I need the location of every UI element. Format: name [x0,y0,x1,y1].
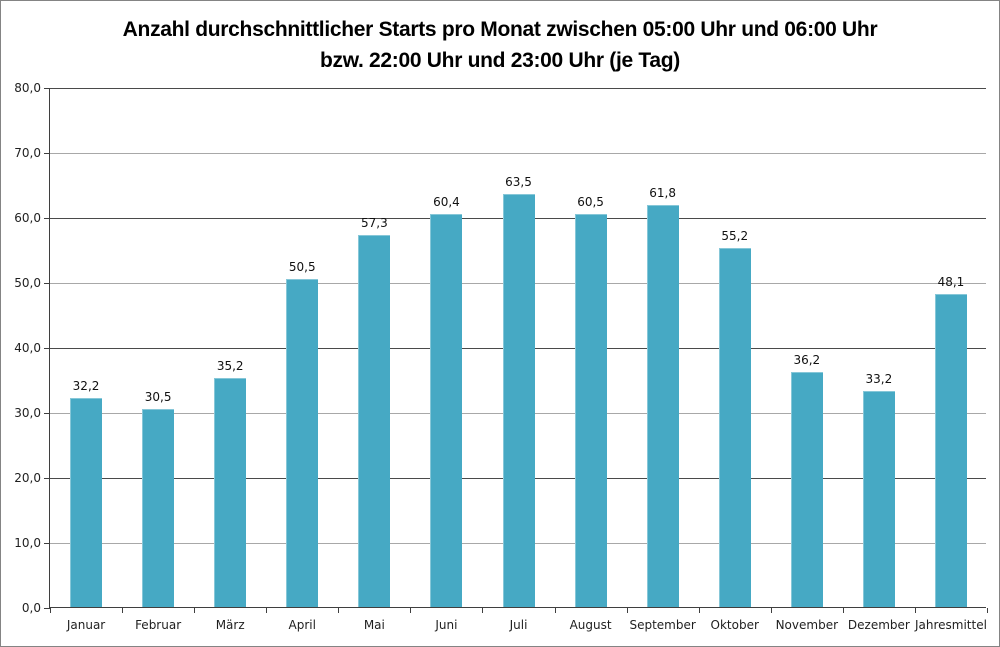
x-axis-tick [698,608,700,613]
x-tick-label: Oktober [710,618,759,632]
bar-value-label: 33,2 [865,372,893,387]
chart-title-line-1: Anzahl durchschnittlicher Starts pro Mon… [122,18,878,41]
bar-value-label: 57,3 [360,215,388,230]
x-tick-label: Januar [66,618,106,632]
bar-value-label: 55,2 [721,229,749,244]
x-tick-label: September [629,618,696,632]
x-axis-tick [410,608,412,613]
bar-value-label: 61,8 [649,186,676,201]
x-tick-label: Dezember [847,618,910,632]
y-tick-label: 60,0 [14,211,41,225]
x-axis-tick [626,608,628,613]
bar-value-label: 60,4 [433,195,460,210]
x-axis-tick [50,608,51,613]
chart-title-line-2: bzw. 22:00 Uhr und 23:00 Uhr (je Tag) [320,49,680,72]
y-axis-tick [44,608,50,609]
bar [862,391,895,607]
x-tick-label: Mai [363,618,385,632]
x-axis-tick [482,608,484,613]
x-axis-tick [194,608,196,613]
bar [790,371,823,607]
bar [142,408,175,607]
bar [214,378,247,607]
x-tick-label: Jahresmittel [914,618,987,632]
y-axis-tick [44,88,50,89]
chart-title: Anzahl durchschnittlicher Starts pro Mon… [1,14,999,76]
y-tick-label: 50,0 [14,276,41,290]
y-tick-label: 80,0 [14,81,41,95]
bar [502,194,535,607]
y-tick-label: 40,0 [14,341,41,355]
bar-value-label: 30,5 [144,389,172,404]
plot-area: 80,0 70,0 60,0 50,0 40,0 30,0 20,0 10,0 0,0 32,2 J… [14,81,988,632]
bar-value-label: 60,5 [577,194,604,209]
y-tick-label: 70,0 [14,146,41,160]
x-tick-label: Juni [435,618,458,632]
y-tick-label: 0,0 [21,601,41,615]
y-tick-label: 30,0 [14,406,41,420]
x-axis-tick [770,608,772,613]
x-tick-label: Juli [509,618,528,632]
y-axis-tick [44,283,50,284]
bar-value-label: 48,1 [937,275,965,290]
gridline [50,88,986,89]
bar [718,248,751,607]
x-tick-label: März [215,618,245,632]
bar [934,294,967,607]
bar-value-label: 63,5 [505,175,532,190]
bar-value-label: 32,2 [72,378,100,393]
bar-value-label: 36,2 [793,352,821,367]
y-tick-label: 20,0 [14,471,41,485]
y-axis-tick [44,153,50,154]
bar [574,213,607,607]
y-axis-tick [44,478,50,479]
bar-value-label: 35,2 [216,359,244,374]
y-axis-tick [44,543,50,544]
y-axis-tick [44,413,50,414]
x-axis-tick [554,608,556,613]
bar-value-label: 50,5 [288,259,316,274]
bar [286,278,319,607]
x-axis-tick [842,608,844,613]
x-tick-label: April [288,618,316,632]
x-axis-tick [266,608,268,613]
x-tick-label: Februar [135,618,182,632]
y-axis-tick [44,218,50,219]
bar [646,205,679,607]
x-axis-tick [338,608,340,613]
y-axis-tick [44,348,50,349]
bar [70,397,103,607]
x-axis-tick [987,608,988,613]
gridline [50,153,986,154]
x-tick-label: August [569,618,612,632]
x-axis-tick [122,608,124,613]
bar [430,214,463,607]
x-axis-tick [914,608,916,613]
x-tick-label: November [775,618,839,632]
bar [358,234,391,607]
y-tick-label: 10,0 [14,536,41,550]
